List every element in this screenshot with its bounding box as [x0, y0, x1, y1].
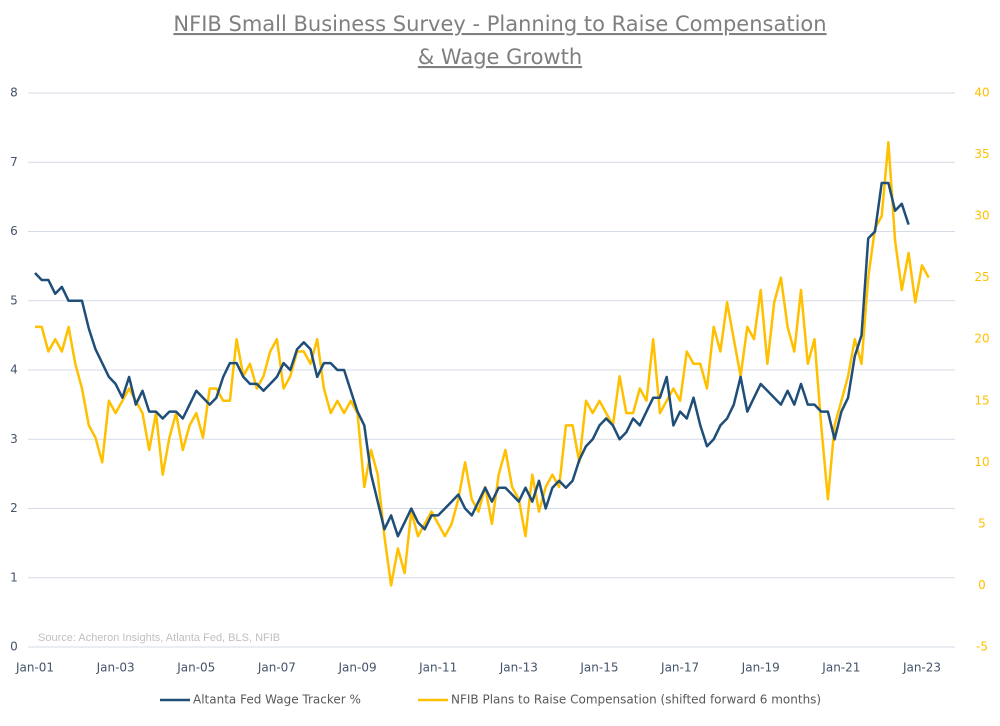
- y2-tick-label: 25: [974, 270, 989, 284]
- x-tick-label: Jan-09: [337, 661, 376, 675]
- y2-tick-label: 10: [974, 455, 989, 469]
- y-tick-label: 0: [10, 640, 18, 654]
- y2-tick-label: 0: [978, 578, 986, 592]
- x-tick-label: Jan-07: [257, 661, 296, 675]
- x-tick-label: Jan-17: [660, 661, 699, 675]
- y-tick-label: 2: [10, 501, 18, 515]
- x-tick-label: Jan-11: [418, 661, 457, 675]
- y2-tick-label: 20: [974, 332, 989, 346]
- chart-subtitle: & Wage Growth: [418, 45, 582, 69]
- y-tick-label: 7: [10, 155, 18, 169]
- y2-tick-label: -5: [976, 640, 988, 654]
- x-tick-label: Jan-23: [902, 661, 941, 675]
- x-tick-label: Jan-05: [176, 661, 215, 675]
- series-line: [35, 140, 930, 587]
- x-tick-label: Jan-15: [579, 661, 618, 675]
- y-tick-label: 5: [10, 293, 18, 307]
- x-tick-label: Jan-01: [15, 661, 54, 675]
- y2-tick-label: 40: [974, 86, 989, 100]
- y2-tick-label: 35: [974, 147, 989, 161]
- x-tick-label: Jan-19: [741, 661, 780, 675]
- y-tick-label: 4: [10, 363, 18, 377]
- y2-tick-label: 5: [978, 516, 986, 530]
- y-tick-label: 8: [10, 86, 18, 100]
- x-tick-label: Jan-13: [499, 661, 538, 675]
- y-tick-label: 3: [10, 432, 18, 446]
- source-note: Source: Acheron Insights, Atlanta Fed, B…: [38, 632, 280, 644]
- chart-title: NFIB Small Business Survey - Planning to…: [173, 12, 826, 36]
- x-tick-label: Jan-03: [96, 661, 135, 675]
- series-line: [34, 181, 910, 538]
- legend-label: NFIB Plans to Raise Compensation (shifte…: [451, 693, 821, 707]
- y-tick-label: 6: [10, 224, 18, 238]
- x-tick-label: Jan-21: [821, 661, 860, 675]
- legend-label: Altanta Fed Wage Tracker %: [193, 693, 361, 707]
- y2-tick-label: 30: [974, 209, 989, 223]
- y2-tick-label: 15: [974, 393, 989, 407]
- y-tick-label: 1: [10, 570, 18, 584]
